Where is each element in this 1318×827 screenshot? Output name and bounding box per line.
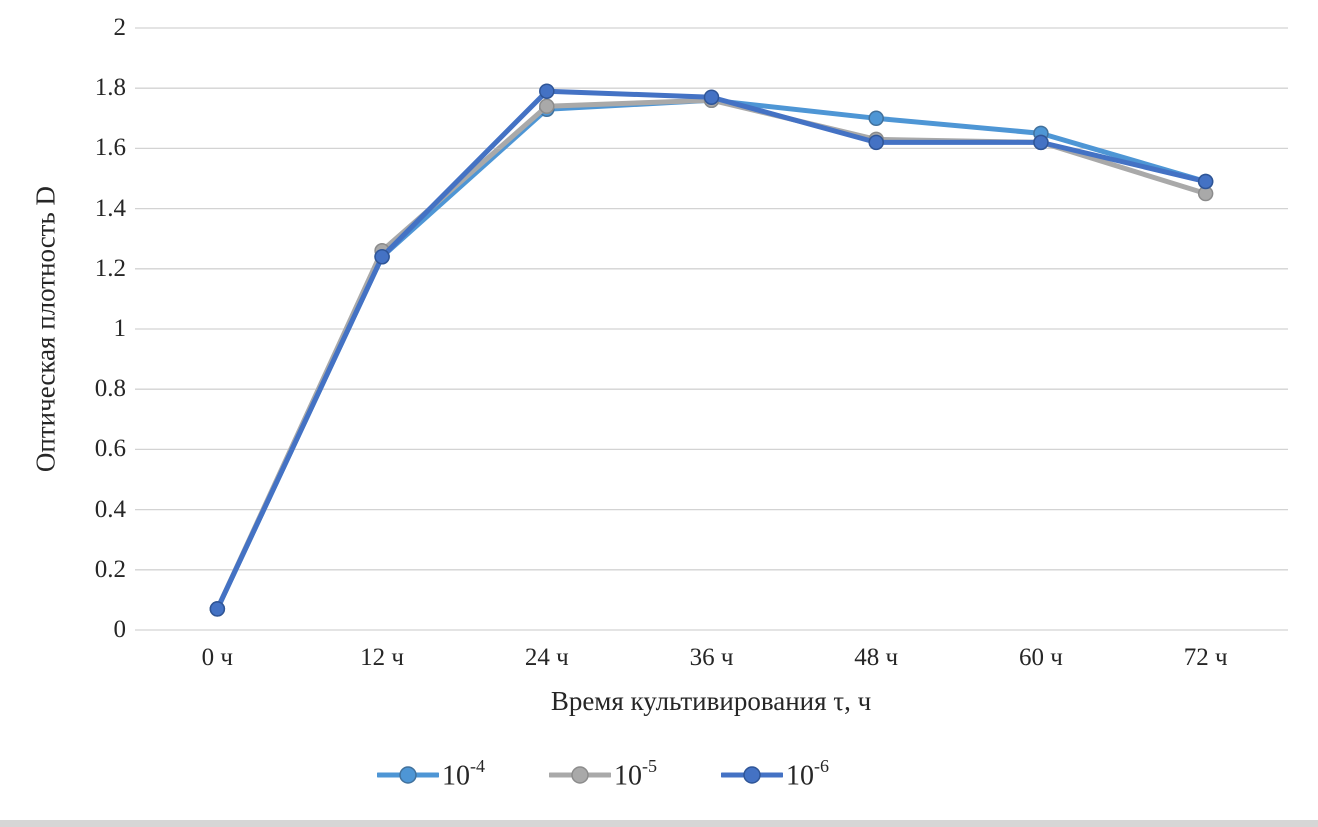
legend-label: 10-5 (614, 756, 657, 792)
x-tick-label: 48 ч (854, 644, 899, 671)
x-tick-label: 12 ч (360, 644, 404, 671)
data-point-marker-10-5 (539, 98, 555, 115)
x-tick-label: 36 ч (689, 644, 734, 671)
x-axis-title: Время культивирования τ, ч (550, 686, 872, 716)
legend-marker-icon (549, 766, 611, 784)
data-point-marker-10-6 (539, 83, 555, 99)
data-point-marker-10-6 (374, 249, 390, 265)
data-point-marker-10-6 (209, 601, 226, 617)
y-tick-label: 1.8 (94, 74, 126, 102)
legend-item-10-4: 10-4 (377, 756, 485, 792)
data-point-marker-10-6 (868, 134, 884, 151)
data-point-marker-10-6 (1197, 173, 1214, 190)
x-tick-label: 60 ч (1019, 644, 1063, 671)
x-tick-label: 72 ч (1183, 644, 1228, 671)
data-point-marker-10-6 (1033, 134, 1049, 151)
legend-marker-icon (721, 766, 783, 784)
y-axis-title: Оптическая плотность D (30, 185, 61, 473)
data-point-marker-10-6 (703, 89, 720, 105)
bottom-border-line (0, 820, 1318, 827)
y-tick-label: 2 (113, 14, 127, 41)
series-line-10-6 (214, 88, 1209, 612)
series-line-10-4 (214, 97, 1209, 612)
legend-label: 10-4 (442, 756, 485, 792)
y-tick-label: 0.2 (94, 555, 126, 583)
y-tick-label: 0.8 (94, 375, 126, 403)
y-tick-label: 0.6 (94, 435, 126, 463)
y-tick-label: 0 (113, 616, 127, 643)
data-point-marker-10-4 (868, 110, 884, 127)
series-line-10-5 (214, 97, 1209, 612)
y-tick-label: 0.4 (94, 495, 126, 523)
legend: 10-4 10-5 10-6 (0, 756, 1262, 792)
y-tick-label: 1.6 (94, 134, 126, 162)
legend-item-10-6: 10-6 (721, 756, 829, 792)
legend-item-10-5: 10-5 (549, 756, 657, 792)
legend-marker-icon (377, 766, 439, 784)
x-tick-label: 24 ч (524, 644, 569, 671)
y-tick-label: 1 (113, 315, 127, 342)
legend-label: 10-6 (786, 756, 829, 792)
y-tick-label: 1.2 (94, 254, 126, 282)
y-tick-label: 1.4 (94, 194, 126, 222)
x-tick-label: 0 ч (201, 644, 233, 671)
